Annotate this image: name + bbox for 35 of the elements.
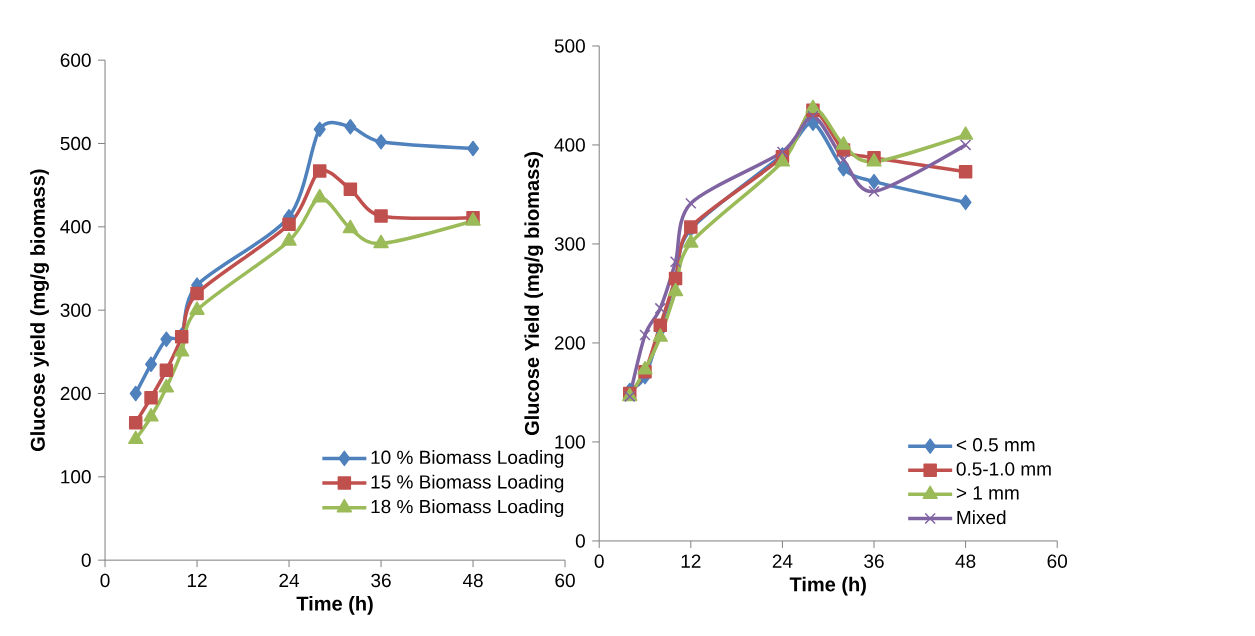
x-tick-label: 24: [772, 554, 793, 568]
x-tick-label: 36: [864, 554, 884, 568]
y-axis-title: Glucose Yield (mg/g biomass): [524, 152, 544, 436]
legend-label: 18 % Biomass Loading: [371, 499, 564, 518]
legend-label: < 0.5 mm: [956, 438, 1035, 452]
y-tick-label: 400: [554, 138, 585, 152]
y-tick-label: 100: [555, 435, 585, 449]
y-tick-label: 600: [60, 53, 91, 67]
y-tick-label: 200: [554, 336, 585, 350]
x-tick-label: 0: [100, 573, 110, 588]
y-axis-title: Glucose yield (mg/g biomass): [30, 169, 49, 452]
legend-label: Mixed: [957, 510, 1006, 525]
y-tick-label: 500: [554, 39, 585, 53]
y-tick-label: 200: [60, 386, 91, 401]
x-tick-label: 36: [371, 573, 391, 588]
y-tick-label: 300: [60, 303, 91, 317]
x-tick-label: 60: [1047, 554, 1068, 568]
x-axis-title: Time (h): [789, 576, 866, 596]
legend-label: 15 % Biomass Loading: [371, 474, 564, 493]
y-tick-label: 100: [61, 470, 91, 484]
y-tick-label: 0: [575, 534, 585, 548]
x-tick-label: 12: [187, 573, 207, 587]
y-tick-label: 500: [60, 136, 91, 151]
x-tick-label: 0: [594, 554, 604, 568]
x-tick-label: 60: [555, 573, 575, 588]
x-tick-label: 48: [955, 554, 976, 568]
y-tick-label: 400: [60, 220, 91, 234]
x-tick-label: 12: [681, 554, 701, 568]
x-tick-label: 24: [279, 573, 300, 587]
legend-label: 10 % Biomass Loading: [371, 450, 564, 468]
x-tick-label: 48: [462, 573, 483, 588]
legend-label: 0.5-1.0 mm: [956, 462, 1051, 476]
legend-label: > 1 mm: [956, 486, 1019, 500]
y-tick-label: 300: [554, 237, 585, 251]
x-axis-title: Time (h): [296, 596, 373, 615]
